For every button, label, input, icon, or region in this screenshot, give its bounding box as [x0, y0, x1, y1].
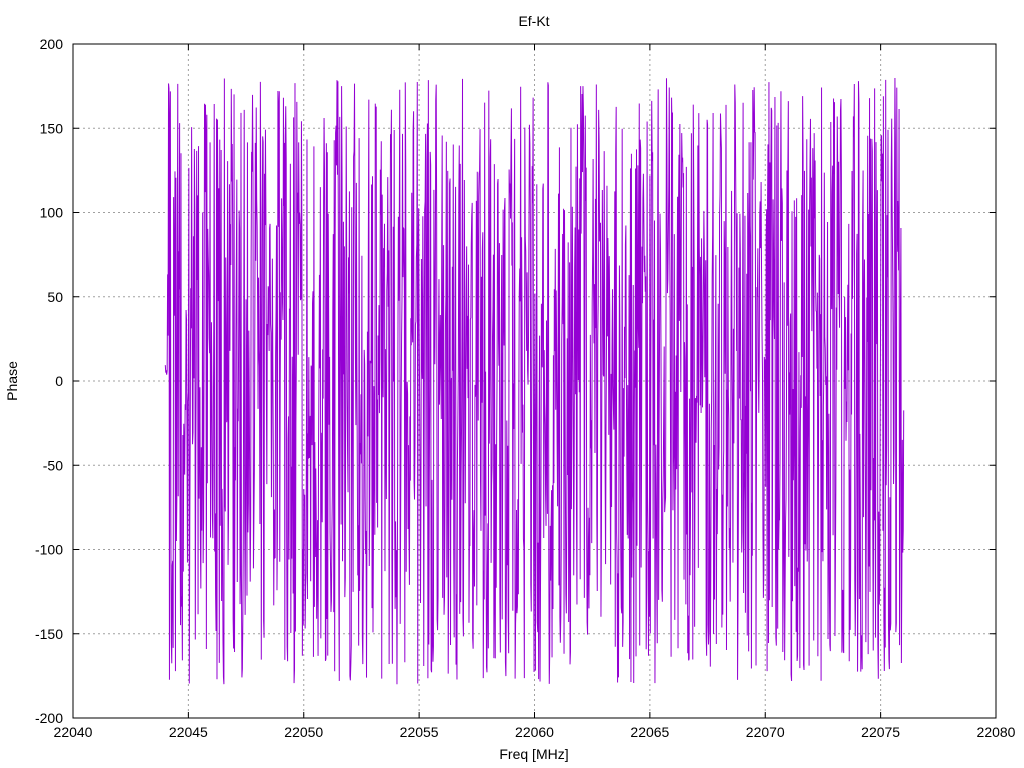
phase-series-line — [164, 78, 905, 685]
x-tick-labels: 22040 22045 22050 22055 22060 22065 22070 22075… — [54, 724, 1016, 740]
x-tick-label: 22070 — [746, 724, 785, 740]
y-tick-label: 200 — [40, 36, 64, 52]
y-axis-label: Phase — [4, 361, 20, 401]
x-tick-label: 22065 — [630, 724, 669, 740]
axis-ticks — [72, 43, 997, 719]
x-tick-label: 22060 — [515, 724, 554, 740]
x-tick-label: 22045 — [169, 724, 208, 740]
x-tick-label: 22075 — [861, 724, 900, 740]
y-tick-label: -100 — [35, 542, 63, 558]
x-tick-label: 22080 — [977, 724, 1016, 740]
y-tick-label: 0 — [55, 373, 63, 389]
y-tick-label: -200 — [35, 710, 63, 726]
y-tick-label: 100 — [40, 205, 64, 221]
x-tick-label: 22050 — [284, 724, 323, 740]
chart-title: Ef-Kt — [518, 13, 549, 29]
x-axis-label: Freq [MHz] — [499, 746, 568, 762]
x-tick-label: 22040 — [54, 724, 93, 740]
y-tick-labels: -200 -150 -100 -50 0 50 100 150 200 — [35, 36, 63, 726]
y-tick-label: -50 — [43, 457, 63, 473]
x-tick-label: 22055 — [400, 724, 439, 740]
y-tick-label: 150 — [40, 120, 64, 136]
y-tick-label: 50 — [47, 289, 63, 305]
y-tick-label: -150 — [35, 626, 63, 642]
